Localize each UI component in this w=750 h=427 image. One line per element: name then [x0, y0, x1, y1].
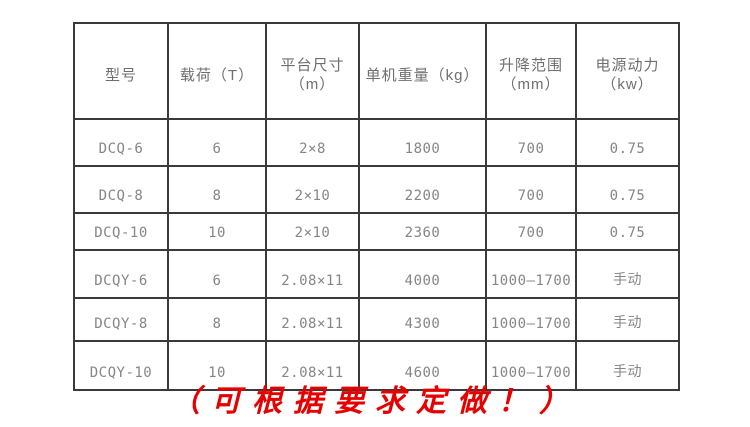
cell-lift-range: 1000—1700 [485, 249, 577, 299]
cell-unit-weight: 2200 [358, 165, 487, 214]
table-row: DCQ-10 10 2×10 2360 700 0.75 [73, 212, 680, 251]
col-header-load: 载荷（T） [167, 22, 267, 120]
cell-platform-size: 2×10 [265, 212, 360, 251]
cell-lift-range: 700 [485, 118, 577, 167]
table-row: DCQY-10 10 2.08×11 4600 1000—1700 手动 [73, 340, 680, 391]
header-line: （m） [289, 76, 336, 93]
cell-power: 0.75 [575, 165, 680, 214]
cell-lift-range: 1000—1700 [485, 340, 577, 391]
col-header-platform-size: 平台尺寸 （m） [265, 22, 360, 120]
header-line: 电源动力 [595, 57, 660, 74]
cell-unit-weight: 4600 [358, 340, 487, 391]
header-row: 型号 载荷（T） 平台尺寸 （m） 单机重量（kg） 升降范围 （mm [73, 22, 680, 120]
cell-load: 10 [167, 212, 267, 251]
col-header-lift-range: 升降范围 （mm） [485, 22, 577, 120]
cell-platform-size: 2.08×11 [265, 249, 360, 299]
cell-power: 0.75 [575, 212, 680, 251]
header-line: 平台尺寸 [280, 57, 345, 74]
table-row: DCQY-8 8 2.08×11 4300 1000—1700 手动 [73, 297, 680, 342]
cell-power: 手动 [575, 297, 680, 342]
header-line: 型号 [104, 66, 137, 84]
cell-load: 6 [167, 118, 267, 167]
cell-power: 手动 [575, 249, 680, 299]
cell-model: DCQY-10 [73, 340, 169, 391]
cell-unit-weight: 4000 [358, 249, 487, 299]
col-header-model: 型号 [73, 22, 169, 120]
table-row: DCQ-8 8 2×10 2200 700 0.75 [73, 165, 680, 214]
cell-load: 10 [167, 340, 267, 391]
custom-order-note: （可根据要求定做！） [170, 385, 580, 418]
cell-model: DCQY-8 [73, 297, 169, 342]
col-header-unit-weight: 单机重量（kg） [358, 22, 487, 120]
cell-power: 0.75 [575, 118, 680, 167]
cell-power: 手动 [575, 340, 680, 391]
cell-unit-weight: 4300 [358, 297, 487, 342]
cell-platform-size: 2.08×11 [265, 297, 360, 342]
table-row: DCQ-6 6 2×8 1800 700 0.75 [73, 118, 680, 167]
spec-table: 型号 载荷（T） 平台尺寸 （m） 单机重量（kg） 升降范围 （mm [73, 22, 680, 391]
cell-load: 8 [167, 165, 267, 214]
cell-lift-range: 700 [485, 212, 577, 251]
cell-unit-weight: 2360 [358, 212, 487, 251]
cell-lift-range: 700 [485, 165, 577, 214]
cell-lift-range: 1000—1700 [485, 297, 577, 342]
cell-platform-size: 2.08×11 [265, 340, 360, 391]
cell-load: 8 [167, 297, 267, 342]
cell-unit-weight: 1800 [358, 118, 487, 167]
cell-model: DCQ-6 [73, 118, 169, 167]
cell-model: DCQY-6 [73, 249, 169, 299]
col-header-power: 电源动力 （kw） [575, 22, 680, 120]
header-line: 载荷（T） [179, 66, 255, 84]
cell-model: DCQ-8 [73, 165, 169, 214]
header-line: 单机重量（kg） [365, 66, 480, 84]
header-line: 升降范围 [498, 57, 563, 74]
cell-platform-size: 2×8 [265, 118, 360, 167]
header-line: （kw） [601, 76, 654, 93]
cell-model: DCQ-10 [73, 212, 169, 251]
header-line: （mm） [501, 76, 561, 93]
cell-load: 6 [167, 249, 267, 299]
cell-platform-size: 2×10 [265, 165, 360, 214]
table-row: DCQY-6 6 2.08×11 4000 1000—1700 手动 [73, 249, 680, 299]
